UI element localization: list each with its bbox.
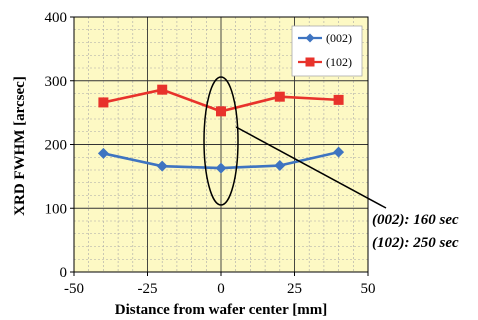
x-tick-label: 25 — [287, 281, 302, 297]
legend-marker-102 — [305, 57, 315, 67]
data-point-diamond — [274, 160, 286, 172]
y-tick-label: 400 — [45, 10, 68, 26]
data-point-square — [98, 97, 109, 108]
legend-box — [291, 25, 363, 77]
y-axis-ticks: 0 100 200 300 400 — [45, 10, 74, 281]
y-axis-title: XRD FWHM [arcsec] — [12, 76, 28, 216]
legend: (002) (102) — [291, 25, 363, 77]
data-point-diamond — [97, 147, 109, 159]
x-axis-ticks: -50 -25 0 25 50 — [64, 272, 376, 297]
data-point-diamond — [333, 146, 345, 158]
x-tick-label: 50 — [361, 281, 376, 297]
data-point-square — [274, 91, 285, 102]
x-tick-label: -25 — [138, 281, 158, 297]
annotation-002: (002): 160 sec — [372, 212, 459, 228]
legend-label-002: (002) — [326, 31, 352, 45]
y-tick-label: 100 — [45, 201, 68, 217]
legend-marker-002 — [305, 33, 315, 43]
x-tick-label: -50 — [64, 281, 84, 297]
y-tick-label: 300 — [45, 74, 68, 90]
data-point-square — [216, 106, 226, 117]
y-tick-label: 0 — [60, 265, 68, 281]
data-point-diamond — [156, 160, 168, 172]
y-tick-label: 200 — [45, 138, 68, 154]
data-point-square — [333, 94, 344, 105]
x-tick-label: 0 — [217, 281, 225, 297]
annotation-pointer-line — [235, 126, 387, 209]
data-point-diamond — [215, 162, 227, 174]
data-point-square — [157, 84, 168, 95]
x-axis-title: Distance from wafer center [mm] — [115, 302, 327, 318]
annotation-102: (102): 250 sec — [372, 235, 459, 251]
center-highlight-ellipse — [203, 76, 239, 206]
legend-label-102: (102) — [326, 55, 352, 69]
